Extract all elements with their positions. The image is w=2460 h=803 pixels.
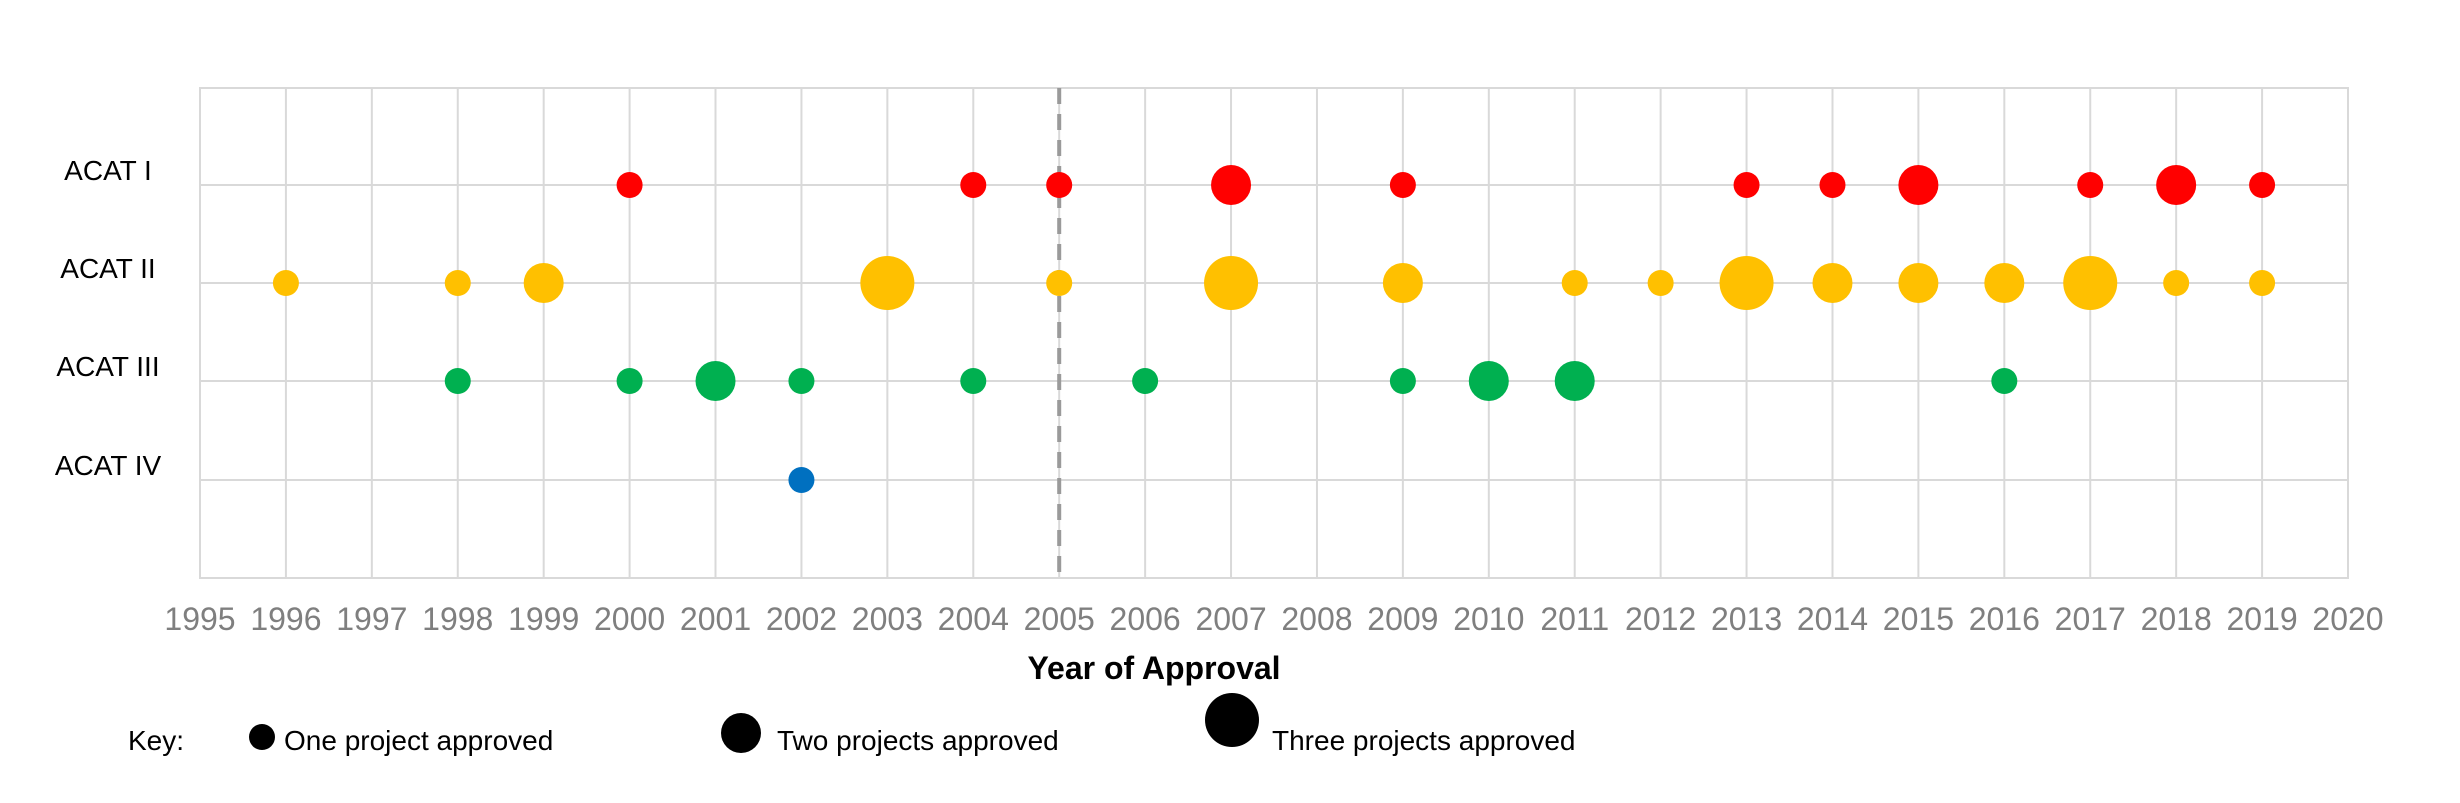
bubble-acat-iii-2000 (616, 368, 643, 394)
bubble-acat-i-2014 (1819, 172, 1846, 198)
x-tick-2017: 2017 (2055, 601, 2126, 637)
x-tick-2002: 2002 (766, 601, 837, 637)
x-tick-1995: 1995 (164, 601, 235, 637)
bubble-acat-ii-2015 (1898, 263, 1939, 303)
category-label-2: ACAT II (60, 253, 155, 284)
bubble-acat-i-2009 (1389, 172, 1416, 198)
bubble-acat-i-2013 (1733, 172, 1760, 198)
x-tick-labels: 1995 1996 1997 1998 1999 2000 2001 2002 2003 2004… (164, 601, 2383, 637)
key-item-label-3: Three projects approved (1272, 725, 1576, 756)
bubble-acat-ii-1996 (272, 270, 299, 296)
key-marker-1 (249, 724, 275, 750)
category-label-1: ACAT I (64, 155, 152, 186)
bubble-acat-i-2018 (2156, 165, 2197, 205)
bubble-acat-ii-2013 (1719, 256, 1774, 310)
x-tick-2008: 2008 (1281, 601, 1352, 637)
key-item-label-2: Two projects approved (777, 725, 1059, 756)
x-tick-2011: 2011 (1540, 601, 1609, 637)
x-tick-2012: 2012 (1625, 601, 1696, 637)
category-labels: ACAT I ACAT II ACAT III ACAT IV (55, 155, 162, 481)
x-tick-2006: 2006 (1110, 601, 1181, 637)
bubble-acat-iii-2011 (1554, 361, 1595, 401)
bubble-acat-ii-2009 (1382, 263, 1423, 303)
bubble-acat-ii-2018 (2163, 270, 2190, 296)
bubble-acat-ii-2011 (1561, 270, 1588, 296)
bubble-acat-iii-2009 (1389, 368, 1416, 394)
bubble-acat-iii-1998 (444, 368, 471, 394)
x-tick-2020: 2020 (2312, 601, 2383, 637)
x-tick-2004: 2004 (938, 601, 1009, 637)
bubble-acat-iii-2006 (1132, 368, 1159, 394)
x-tick-2003: 2003 (852, 601, 923, 637)
x-tick-2000: 2000 (594, 601, 665, 637)
bubble-acat-i-2015 (1898, 165, 1939, 205)
x-tick-1996: 1996 (250, 601, 321, 637)
bubble-acat-i-2000 (616, 172, 643, 198)
x-tick-1998: 1998 (422, 601, 493, 637)
x-tick-1997: 1997 (336, 601, 407, 637)
bubble-acat-i-2004 (960, 172, 987, 198)
bubble-acat-ii-2012 (1647, 270, 1674, 296)
x-tick-1999: 1999 (508, 601, 579, 637)
x-tick-2010: 2010 (1453, 601, 1524, 637)
bubble-acat-ii-1999 (523, 263, 564, 303)
category-label-3: ACAT III (56, 351, 159, 382)
category-label-4: ACAT IV (55, 450, 162, 481)
bubble-acat-i-2017 (2077, 172, 2104, 198)
bubble-acat-ii-2003 (860, 256, 915, 310)
key-label: Key: (128, 725, 184, 756)
x-axis-title: Year of Approval (1027, 650, 1280, 686)
bubble-acat-iii-2004 (960, 368, 987, 394)
bubbles (272, 165, 2276, 493)
bubble-acat-ii-1998 (444, 270, 471, 296)
bubble-acat-i-2019 (2249, 172, 2276, 198)
x-tick-2019: 2019 (2226, 601, 2297, 637)
x-tick-2015: 2015 (1883, 601, 1954, 637)
x-tick-2007: 2007 (1195, 601, 1266, 637)
x-tick-2013: 2013 (1711, 601, 1782, 637)
x-tick-2009: 2009 (1367, 601, 1438, 637)
x-tick-2016: 2016 (1969, 601, 2040, 637)
bubble-acat-iv-2002 (788, 467, 815, 493)
bubble-acat-ii-2019 (2249, 270, 2276, 296)
bubble-acat-iii-2010 (1468, 361, 1509, 401)
x-tick-2005: 2005 (1024, 601, 1095, 637)
bubble-acat-ii-2007 (1204, 256, 1259, 310)
x-tick-2001: 2001 (680, 601, 751, 637)
bubble-acat-iii-2016 (1991, 368, 2018, 394)
bubble-acat-ii-2014 (1812, 263, 1853, 303)
key-marker-2 (721, 713, 761, 753)
x-tick-2014: 2014 (1797, 601, 1868, 637)
bubble-acat-ii-2016 (1984, 263, 2025, 303)
bubble-acat-iii-2001 (695, 361, 736, 401)
bubble-acat-ii-2005 (1046, 270, 1073, 296)
bubble-acat-i-2007 (1211, 165, 1252, 205)
bubble-acat-ii-2017 (2063, 256, 2118, 310)
key-marker-3 (1205, 693, 1259, 747)
key-legend: Key: One project approved Two projects ap… (128, 693, 1576, 756)
bubble-acat-iii-2002 (788, 368, 815, 394)
bubble-acat-i-2005 (1046, 172, 1073, 198)
x-tick-2018: 2018 (2141, 601, 2212, 637)
key-item-label-1: One project approved (284, 725, 553, 756)
